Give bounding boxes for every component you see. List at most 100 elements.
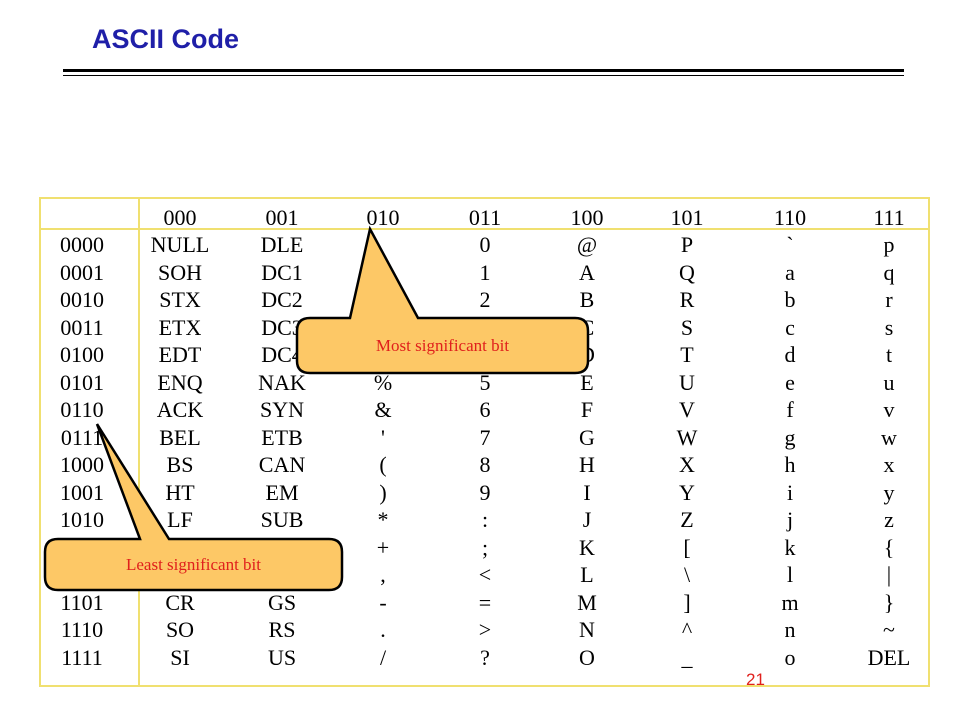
row-header: 0111 bbox=[60, 424, 104, 450]
table-cell: p bbox=[883, 232, 895, 257]
table-cell: EM bbox=[265, 479, 299, 505]
table-cell: F bbox=[580, 397, 594, 422]
table-cell: B bbox=[579, 287, 595, 312]
table-cell: CAN bbox=[258, 452, 306, 477]
table-cell: c bbox=[785, 314, 795, 340]
table-cell: GS bbox=[267, 589, 297, 615]
table-cell: w bbox=[881, 424, 897, 450]
table-cell: > bbox=[478, 617, 492, 642]
column-header: 101 bbox=[670, 205, 704, 230]
table-cell: HT bbox=[165, 479, 195, 505]
table-cell: j bbox=[786, 507, 794, 532]
table-cell: . bbox=[380, 617, 386, 642]
table-cell: BEL bbox=[159, 424, 201, 450]
row-header: 1000 bbox=[60, 452, 104, 477]
table-cell: O bbox=[579, 644, 595, 670]
table-cell: W bbox=[676, 424, 698, 450]
table-cell: EDT bbox=[158, 342, 202, 367]
table-cell: e bbox=[785, 369, 795, 395]
table-cell: CR bbox=[165, 589, 195, 615]
table-cell: SOH bbox=[157, 259, 202, 285]
page-number: 21 bbox=[746, 670, 765, 689]
table-cell: L bbox=[580, 562, 594, 587]
table-cell: ? bbox=[480, 644, 490, 670]
table-cell: l bbox=[786, 562, 794, 587]
table-cell: K bbox=[579, 534, 595, 560]
table-cell: 9 bbox=[479, 479, 491, 505]
table-cell: < bbox=[478, 562, 492, 587]
table-cell: S bbox=[680, 314, 694, 340]
row-header: 0101 bbox=[60, 369, 104, 395]
table-divider-vertical bbox=[138, 199, 140, 685]
least-significant-bit-label: Least significant bit bbox=[125, 555, 262, 574]
row-header: 1010 bbox=[60, 507, 104, 532]
row-header: 0010 bbox=[60, 287, 104, 312]
table-cell: : bbox=[481, 507, 489, 532]
column-header: 100 bbox=[570, 205, 604, 230]
row-header: 1001 bbox=[60, 479, 104, 505]
table-cell: DC1 bbox=[261, 259, 303, 285]
column-header: 001 bbox=[265, 205, 299, 230]
table-cell: 5 bbox=[479, 369, 491, 395]
table-cell: ) bbox=[379, 479, 387, 505]
row-header: 1111 bbox=[61, 644, 103, 670]
column-header: 000 bbox=[163, 205, 197, 230]
table-cell: X bbox=[679, 452, 695, 477]
table-cell: t bbox=[885, 342, 893, 367]
table-cell: STX bbox=[159, 287, 201, 312]
table-cell: - bbox=[379, 589, 387, 615]
table-cell: SYN bbox=[259, 397, 304, 422]
row-header: 1110 bbox=[60, 617, 104, 642]
table-cell: 7 bbox=[479, 424, 491, 450]
table-cell: ( bbox=[379, 452, 387, 477]
table-cell: DLE bbox=[260, 232, 304, 257]
table-divider-horizontal bbox=[41, 228, 928, 230]
table-cell: a bbox=[785, 259, 795, 285]
table-cell: & bbox=[374, 397, 392, 422]
table-cell: M bbox=[577, 589, 597, 615]
table-cell: RS bbox=[268, 617, 296, 642]
table-cell: DC2 bbox=[261, 287, 303, 312]
table-cell: x bbox=[883, 452, 895, 477]
table-cell: H bbox=[579, 452, 595, 477]
table-cell: m bbox=[781, 589, 799, 615]
table-cell: s bbox=[884, 314, 894, 340]
row-header: 1101 bbox=[60, 589, 104, 615]
table-cell: z bbox=[884, 507, 894, 532]
table-cell: , bbox=[380, 562, 386, 587]
row-header: 0001 bbox=[60, 259, 104, 285]
table-cell: ; bbox=[481, 534, 489, 560]
row-header: 0110 bbox=[60, 397, 104, 422]
table-cell: ENQ bbox=[157, 369, 203, 395]
table-cell: T bbox=[680, 342, 694, 367]
table-cell: Y bbox=[679, 479, 695, 505]
row-header: 0100 bbox=[60, 342, 104, 367]
table-cell: E bbox=[580, 369, 594, 395]
table-cell: I bbox=[583, 479, 591, 505]
slide-title: ASCII Code bbox=[92, 24, 240, 54]
table-cell: N bbox=[579, 617, 595, 642]
table-cell: A bbox=[579, 259, 595, 285]
table-cell: = bbox=[478, 589, 492, 615]
table-cell: { bbox=[883, 534, 895, 560]
table-cell: \ bbox=[683, 562, 691, 587]
table-cell: V bbox=[679, 397, 695, 422]
table-cell: k bbox=[784, 534, 796, 560]
table-cell: g bbox=[784, 424, 796, 450]
table-cell: ~ bbox=[883, 617, 895, 642]
table-cell: ETB bbox=[261, 424, 303, 450]
table-cell: } bbox=[883, 589, 895, 615]
table-cell: J bbox=[582, 507, 592, 532]
table-cell: + bbox=[376, 534, 390, 560]
table-cell: @ bbox=[576, 232, 598, 257]
table-cell: SI bbox=[170, 644, 190, 670]
table-cell: / bbox=[379, 644, 387, 670]
ascii-table: 000 001 010 011 100 101 110 111 0000 0001 0010 0011… bbox=[39, 197, 930, 687]
column-header: 011 bbox=[468, 205, 502, 230]
title-underline-thin bbox=[63, 75, 904, 76]
table-cell: G bbox=[579, 424, 595, 450]
table-cell: ACK bbox=[156, 397, 204, 422]
table-cell: DEL bbox=[867, 644, 911, 670]
